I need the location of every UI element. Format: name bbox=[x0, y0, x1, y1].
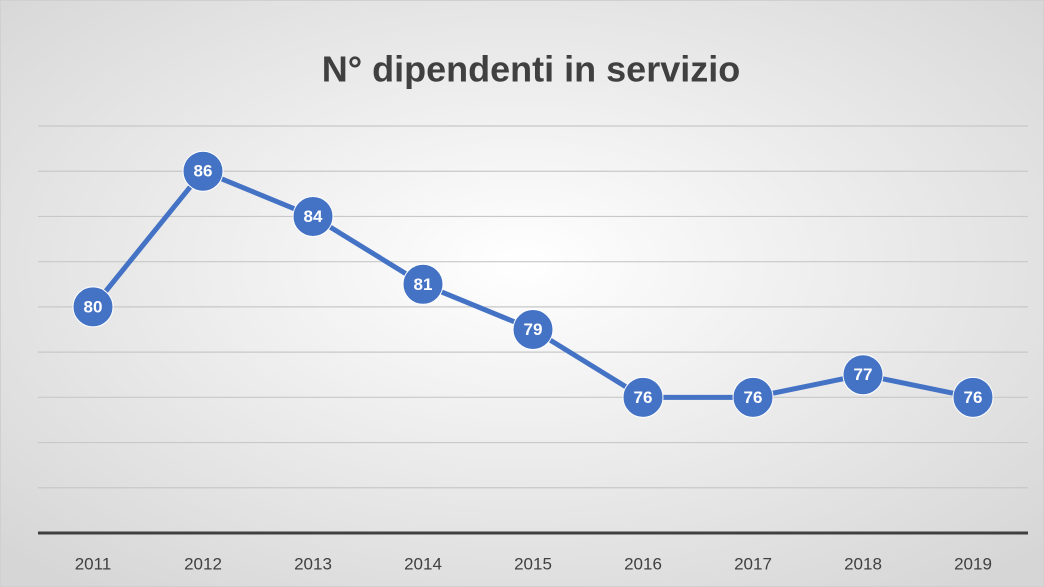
data-label: 76 bbox=[964, 388, 983, 407]
marker bbox=[402, 263, 444, 305]
data-label: 84 bbox=[304, 207, 323, 226]
marker bbox=[952, 376, 994, 418]
marker bbox=[732, 376, 774, 418]
marker bbox=[292, 195, 334, 237]
x-tick-label: 2012 bbox=[184, 554, 222, 573]
x-tick-label: 2015 bbox=[514, 554, 552, 573]
marker bbox=[622, 376, 664, 418]
x-tick-label: 2017 bbox=[734, 554, 772, 573]
marker bbox=[72, 286, 114, 328]
data-label: 80 bbox=[84, 297, 103, 316]
marker bbox=[182, 150, 224, 192]
x-tick-label: 2019 bbox=[954, 554, 992, 573]
data-label: 76 bbox=[744, 388, 763, 407]
marker bbox=[842, 354, 884, 396]
data-label: 79 bbox=[524, 320, 543, 339]
x-tick-label: 2013 bbox=[294, 554, 332, 573]
x-tick-label: 2016 bbox=[624, 554, 662, 573]
marker bbox=[512, 309, 554, 350]
x-tick-label: 2011 bbox=[75, 554, 112, 573]
data-label: 77 bbox=[854, 365, 873, 384]
data-label: 76 bbox=[634, 388, 653, 407]
data-label: 81 bbox=[414, 275, 433, 294]
data-label: 86 bbox=[194, 162, 213, 181]
chart-title: N° dipendenti in servizio bbox=[322, 49, 740, 90]
x-tick-label: 2018 bbox=[844, 554, 882, 573]
x-tick-label: 2014 bbox=[404, 554, 442, 573]
